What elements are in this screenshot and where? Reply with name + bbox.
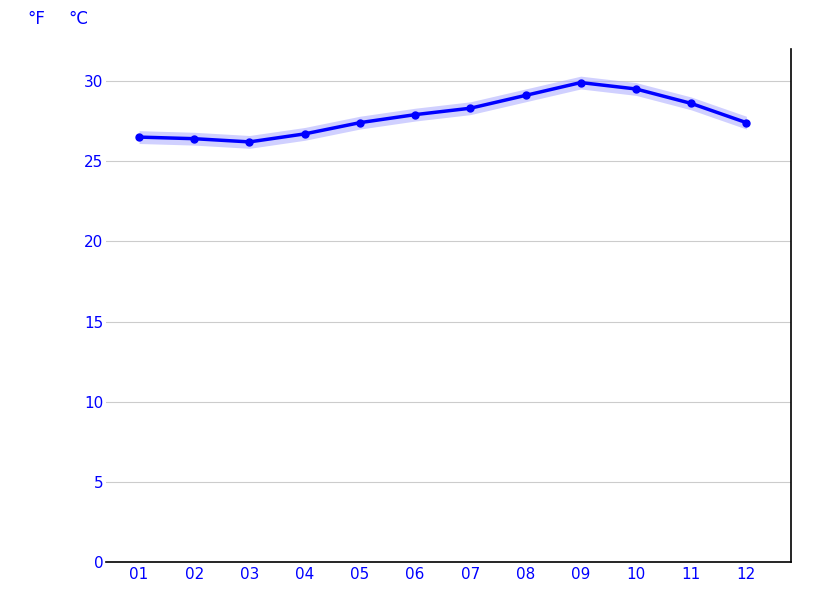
Text: °F: °F [27,10,45,28]
Text: °C: °C [68,10,88,28]
